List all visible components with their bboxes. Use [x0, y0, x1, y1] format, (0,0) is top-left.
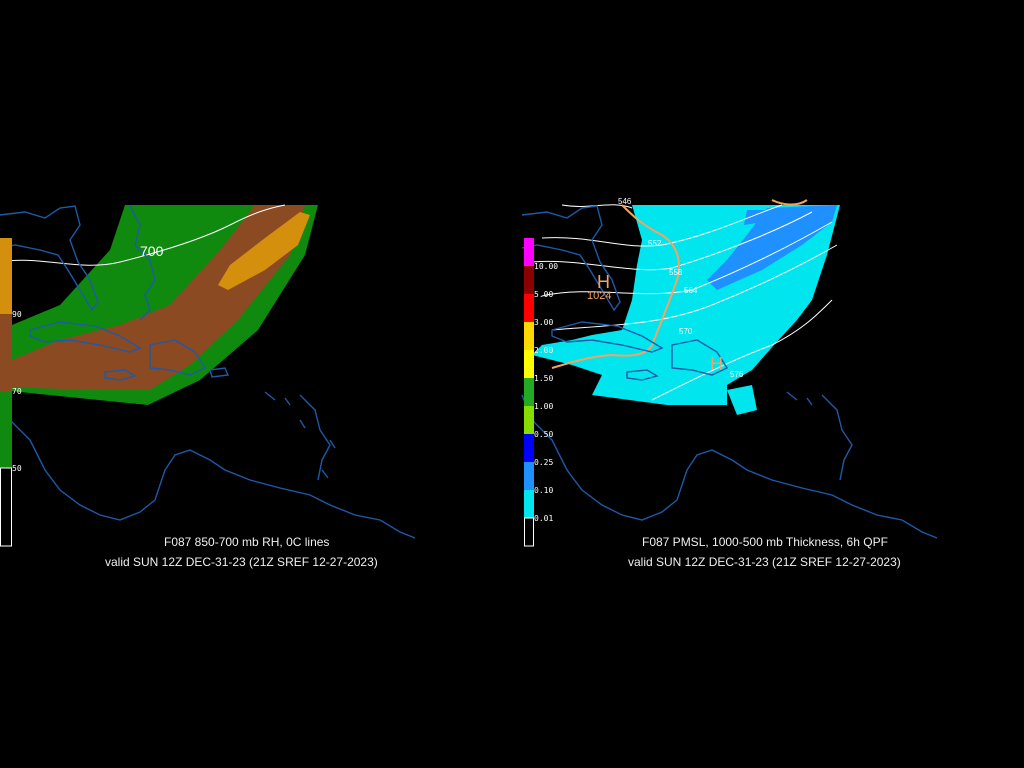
scale-label-90: 90 — [12, 310, 22, 319]
coastlines — [521, 205, 938, 539]
isobar-lines — [551, 199, 808, 369]
qpf-light-patch — [727, 385, 757, 415]
contour-label: 700 — [140, 243, 164, 259]
thickness-label-558: 558 — [669, 268, 683, 277]
rh-map-panel: 700 90 70 50 F087 850-700 mb RH, 0C line… — [0, 204, 416, 569]
qpf-map — [521, 199, 938, 547]
thickness-label-546: 546 — [618, 197, 632, 206]
high-pressure-value: 1024 — [587, 290, 612, 302]
qpf-map-title: F087 PMSL, 1000-500 mb Thickness, 6h QPF — [642, 535, 888, 549]
qpf-scale-label: 0.25 — [534, 458, 554, 467]
thickness-label-564: 564 — [684, 286, 698, 295]
qpf-scale-label: 0.50 — [534, 430, 554, 439]
rh-70-shade — [0, 205, 305, 390]
thickness-label-552: 552 — [648, 239, 662, 248]
qpf-scale-label: 2.00 — [534, 346, 554, 355]
rh-90-shade — [218, 212, 310, 290]
high-pressure-symbol: H — [597, 272, 610, 292]
qpf-scale-label: 0.10 — [534, 486, 554, 495]
qpf-map-valid-time: valid SUN 12Z DEC-31-23 (21Z SREF 12-27-… — [628, 555, 901, 569]
thickness-label-570: 570 — [679, 327, 693, 336]
qpf-scale-label: 0.01 — [534, 514, 554, 523]
qpf-scale-label: 5.00 — [534, 290, 554, 299]
qpf-map-panel: H 1024 H 546 552 558 564 570 576 10.00 5… — [512, 0, 1024, 768]
rh-map — [0, 204, 416, 547]
rh-map-title: F087 850-700 mb RH, 0C lines — [164, 535, 330, 549]
qpf-scale-label: 1.50 — [534, 374, 554, 383]
qpf-mod-shade — [707, 205, 837, 290]
scale-label-50: 50 — [12, 464, 22, 473]
qpf-scale-label: 10.00 — [534, 262, 559, 271]
qpf-color-scale — [524, 238, 534, 547]
qpf-scale-label: 1.00 — [534, 402, 554, 411]
qpf-mod-patch — [744, 210, 767, 225]
rh-map-valid-time: valid SUN 12Z DEC-31-23 (21Z SREF 12-27-… — [105, 555, 378, 569]
freezing-contour-line — [0, 204, 286, 266]
coastlines — [0, 205, 416, 539]
rh-color-scale — [0, 238, 12, 547]
high-pressure-symbol-2: H — [710, 354, 723, 374]
thickness-label-576: 576 — [730, 370, 744, 379]
qpf-scale-label: 3.00 — [534, 318, 554, 327]
thickness-lines — [531, 204, 838, 401]
scale-label-70: 70 — [12, 387, 22, 396]
